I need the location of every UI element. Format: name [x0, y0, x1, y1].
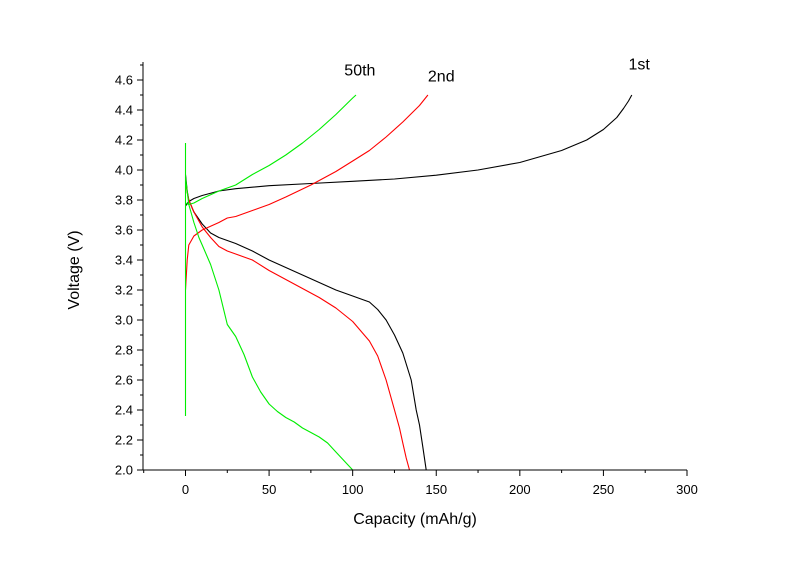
x-tick-label: 50	[262, 482, 276, 497]
y-tick-label: 4.0	[115, 163, 133, 178]
cycle-label-2nd: 2nd	[428, 69, 455, 86]
x-tick-label: 150	[425, 482, 447, 497]
cycle-label-1st: 1st	[628, 57, 650, 74]
y-tick-label: 2.2	[115, 433, 133, 448]
axes	[137, 62, 688, 476]
y-tick-label: 2.6	[115, 373, 133, 388]
y-tick-label: 4.4	[115, 103, 133, 118]
x-tick-label: 100	[342, 482, 364, 497]
x-axis-title: Capacity (mAh/g)	[353, 511, 477, 528]
tick-labels: 0 50 100 150 200 250 300 2.0 2.2 2.4 2.6 2.8 3.0 3.2 3…	[115, 73, 698, 498]
y-axis-title: Voltage (V)	[66, 230, 83, 309]
plot-lines	[184, 94, 633, 471]
y-tick-label: 3.2	[115, 283, 133, 298]
y-tick-label: 3.6	[115, 223, 133, 238]
series-1st-discharge-line	[184, 174, 427, 471]
x-tick-label: 300	[676, 482, 698, 497]
y-tick-label: 4.2	[115, 133, 133, 148]
cycle-label-50th: 50th	[344, 63, 375, 80]
x-tick-label: 0	[182, 482, 189, 497]
x-tick-label: 250	[593, 482, 615, 497]
series-2nd-charge-line	[184, 94, 429, 291]
y-tick-label: 3.0	[115, 313, 133, 328]
series-1st-charge-line	[185, 94, 633, 207]
y-tick-label: 2.0	[115, 463, 133, 478]
y-tick-label: 2.8	[115, 343, 133, 358]
y-tick-label: 3.4	[115, 253, 133, 268]
annotations: 1st 2nd 50th	[344, 57, 650, 86]
series-50th-discharge-line	[184, 177, 354, 471]
y-tick-label: 3.8	[115, 193, 133, 208]
y-tick-label: 4.6	[115, 73, 133, 88]
x-tick-label: 200	[509, 482, 531, 497]
series-2nd-discharge-line	[184, 180, 411, 471]
y-tick-label: 2.4	[115, 403, 133, 418]
series-50th-charge-line	[185, 94, 357, 206]
